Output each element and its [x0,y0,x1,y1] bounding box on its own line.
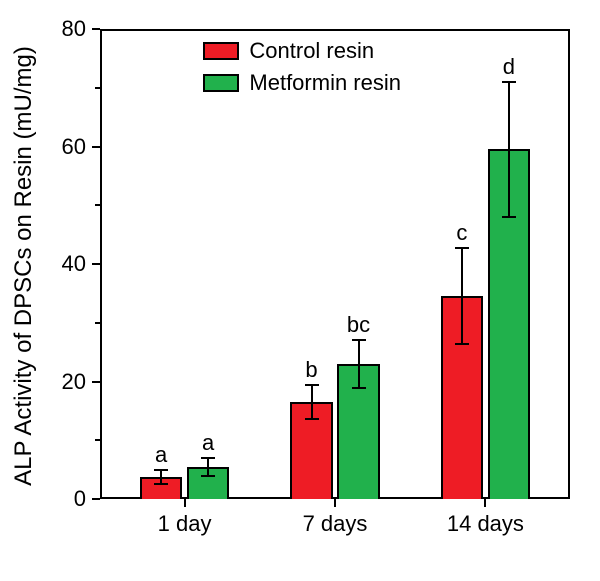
y-axis-title: ALP Activity of DPSCs on Resin (mU/mg) [10,26,38,506]
error-bar-cap [352,387,366,389]
figure: 0 20 40 60 80 1 day 7 days 14 days a a b bc c d Cont… [0,0,600,581]
legend-item: Control resin [203,38,401,64]
y-tick [92,146,100,148]
error-bar-cap [502,81,516,83]
y-minor-tick [95,439,100,441]
error-bar [311,385,313,419]
y-minor-tick [95,204,100,206]
error-bar [207,458,209,476]
y-tick-label: 40 [52,251,86,277]
error-bar-cap [352,339,366,341]
significance-label: a [155,442,167,468]
legend-item: Metformin resin [203,70,401,96]
significance-label: d [503,54,515,80]
legend-label: Metformin resin [249,70,401,96]
y-tick-label: 0 [52,486,86,512]
error-bar-cap [154,483,168,485]
error-bar-cap [201,457,215,459]
error-bar-cap [455,247,469,249]
significance-label: a [202,430,214,456]
x-tick [484,499,486,507]
x-tick-label: 1 day [158,511,212,537]
legend: Control resin Metformin resin [203,38,401,96]
x-tick-label: 14 days [447,511,524,537]
legend-label: Control resin [249,38,374,64]
y-tick [92,263,100,265]
error-bar-cap [305,418,319,420]
y-tick [92,498,100,500]
y-tick-label: 60 [52,134,86,160]
error-bar-cap [154,469,168,471]
y-tick-label: 20 [52,369,86,395]
legend-swatch [203,42,239,60]
error-bar [358,340,360,388]
x-tick-label: 7 days [303,511,368,537]
y-minor-tick [95,87,100,89]
significance-label: bc [347,312,370,338]
error-bar-cap [305,384,319,386]
significance-label: b [305,357,317,383]
y-minor-tick [95,322,100,324]
error-bar [461,248,463,344]
error-bar-cap [502,216,516,218]
legend-swatch [203,74,239,92]
y-tick [92,381,100,383]
y-tick [92,28,100,30]
significance-label: c [456,220,467,246]
error-bar-cap [455,343,469,345]
x-tick [184,499,186,507]
x-tick [334,499,336,507]
error-bar [508,82,510,217]
y-tick-label: 80 [52,16,86,42]
error-bar-cap [201,475,215,477]
error-bar [160,470,162,484]
